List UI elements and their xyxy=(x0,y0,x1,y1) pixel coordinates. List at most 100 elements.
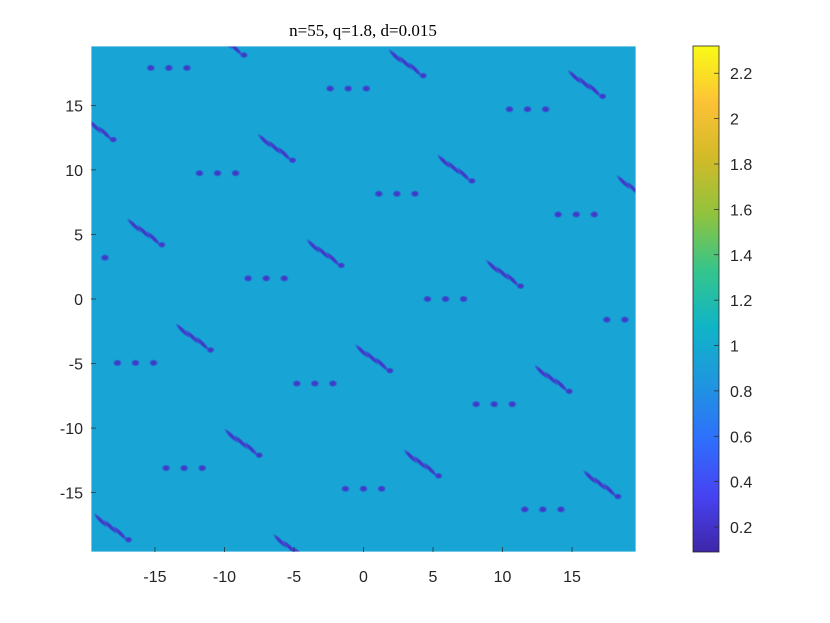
y-tick-label: 5 xyxy=(74,227,83,244)
heatmap-spot-elongated xyxy=(602,482,618,498)
heatmap-spot-dot xyxy=(161,464,171,472)
heatmap-spot-elongated xyxy=(553,377,569,393)
heatmap-spot-dot xyxy=(146,64,156,72)
heatmap-spot-elongated xyxy=(207,27,225,45)
colorbar-ticks: 2.2 2 1.8 1.6 1.4 1.2 1 0.8 0.6 0.4 0.2 xyxy=(714,66,752,537)
x-tick-label: 5 xyxy=(429,569,438,586)
heatmap-spot-elongated xyxy=(175,323,191,339)
y-axis-ticks: 15 10 5 0 -5 -10 -15 xyxy=(60,98,96,503)
x-tick-label: 10 xyxy=(494,569,512,586)
heatmap-spot-dot xyxy=(392,190,402,198)
heatmap-spot-elongated xyxy=(436,153,452,170)
heatmap-spot-elongated xyxy=(276,146,292,162)
heatmap-spot-dot xyxy=(553,210,563,219)
colorbar-tick-label: 0.6 xyxy=(730,429,752,446)
heatmap-spot-dot xyxy=(467,177,477,185)
heatmap-spot-dot xyxy=(148,359,159,367)
heatmap-spot-elongated xyxy=(102,519,119,535)
heatmap-spot-dot xyxy=(304,557,312,564)
heatmap-spot-elongated xyxy=(533,364,550,380)
heatmap-spot-elongated xyxy=(582,469,598,485)
heatmap-spot-dot xyxy=(60,31,68,38)
heatmap-spot-elongated xyxy=(146,230,162,246)
heatmap-spot-elongated xyxy=(126,217,142,233)
heatmap-spot-dot xyxy=(279,274,289,282)
x-axis-ticks: -15 -10 -5 0 5 10 15 xyxy=(143,547,581,586)
heatmap-spot-elongated xyxy=(663,278,681,296)
heatmap-spot-elongated xyxy=(470,566,488,584)
heatmap-spot-dot xyxy=(288,156,297,164)
heatmap-spot-elongated xyxy=(364,350,380,366)
heatmap-spot-dot xyxy=(18,444,27,451)
heatmap-spot-elongated xyxy=(407,61,423,77)
heatmap-spot-dot xyxy=(440,295,451,303)
heatmap-spot-dot xyxy=(67,549,76,556)
heatmap-spot-elongated xyxy=(586,82,602,98)
heatmap-spot-elongated xyxy=(576,75,593,91)
heatmap-spot-dot xyxy=(292,379,302,388)
x-tick-label: -5 xyxy=(287,569,301,586)
heatmap-spot-dot xyxy=(100,254,110,262)
heatmap-spot-dot xyxy=(361,84,371,93)
heatmap-spot-elongated xyxy=(243,441,259,457)
heatmap-spot-dot xyxy=(459,295,469,303)
heatmap-spot-elongated xyxy=(639,580,657,598)
heatmap-spot-dot xyxy=(0,444,9,451)
heatmap-spot-elongated xyxy=(567,69,583,85)
heatmap-spot-elongated xyxy=(136,224,152,240)
y-tick-label: 15 xyxy=(65,98,83,115)
heatmap-spot-elongated xyxy=(504,272,520,288)
heatmap-spot-dot xyxy=(385,367,395,374)
heatmap-spot-elongated xyxy=(354,343,370,359)
chart-title: n=55, q=1.8, d=0.015 xyxy=(289,21,437,40)
heatmap-spot-elongated xyxy=(266,139,283,155)
heatmap-spot-elongated xyxy=(233,434,249,450)
heatmap-spot-dot xyxy=(565,387,574,395)
heatmap-spot-elongated xyxy=(93,512,109,528)
heatmap-spot-elongated xyxy=(673,285,691,303)
heatmap-spot-dot xyxy=(197,464,207,472)
heatmap-spot-dot xyxy=(182,64,192,72)
heatmap-spot-dot xyxy=(109,136,118,143)
heatmap-spot-dot xyxy=(243,274,253,282)
x-tick-label: 15 xyxy=(563,569,581,586)
heatmap-spot-elongated xyxy=(43,406,61,424)
colorbar-tick-label: 2.2 xyxy=(730,66,752,83)
heatmap-spot-dot xyxy=(310,379,320,388)
heatmap-spot-elongated xyxy=(194,335,210,352)
colorbar-tick-label: 1.2 xyxy=(730,293,752,310)
heatmap-spot-elongated xyxy=(630,573,648,591)
colorbar-tick-label: 2 xyxy=(730,112,739,129)
heatmap-spot-dot xyxy=(337,262,346,269)
colorbar-tick-label: 1.8 xyxy=(730,157,752,174)
heatmap-spot-dot xyxy=(261,274,271,282)
heatmap-spot-dot xyxy=(206,346,215,354)
heatmap-spot-elongated xyxy=(625,181,636,197)
heatmap-spot-elongated xyxy=(223,428,239,444)
heatmap-spot-elongated xyxy=(460,559,478,577)
heatmap-spot-dot xyxy=(3,44,12,51)
heatmap-spot-dot xyxy=(34,149,43,156)
heatmap-spot-elongated xyxy=(325,251,341,267)
heatmap-spot-dot xyxy=(410,190,420,198)
heatmap-spot-elongated xyxy=(485,259,501,275)
heatmap-spot-elongated xyxy=(543,370,559,386)
heatmap-spot-elongated xyxy=(456,166,472,182)
heatmap-spot-elongated xyxy=(649,586,667,604)
heatmap-spot-dot xyxy=(343,84,353,93)
heatmap-spot-dot xyxy=(489,400,499,408)
heatmap-spot-elongated xyxy=(397,55,413,71)
heatmap-spot-elongated xyxy=(257,133,273,149)
colorbar-tick-label: 1.6 xyxy=(730,202,752,219)
heatmap-spot-dot xyxy=(516,282,525,290)
heatmap-spot-dot xyxy=(91,256,92,260)
y-tick-label: -15 xyxy=(60,486,83,503)
heatmap-spot-elongated xyxy=(315,244,331,261)
heatmap-spot-elongated xyxy=(446,160,462,176)
y-tick-label: 10 xyxy=(65,163,83,180)
heatmap-spot-dot xyxy=(522,105,533,113)
heatmap-spot-elongated xyxy=(374,356,390,372)
heatmap-spot-dot xyxy=(389,590,398,597)
heatmap-spot-elongated xyxy=(184,329,201,345)
